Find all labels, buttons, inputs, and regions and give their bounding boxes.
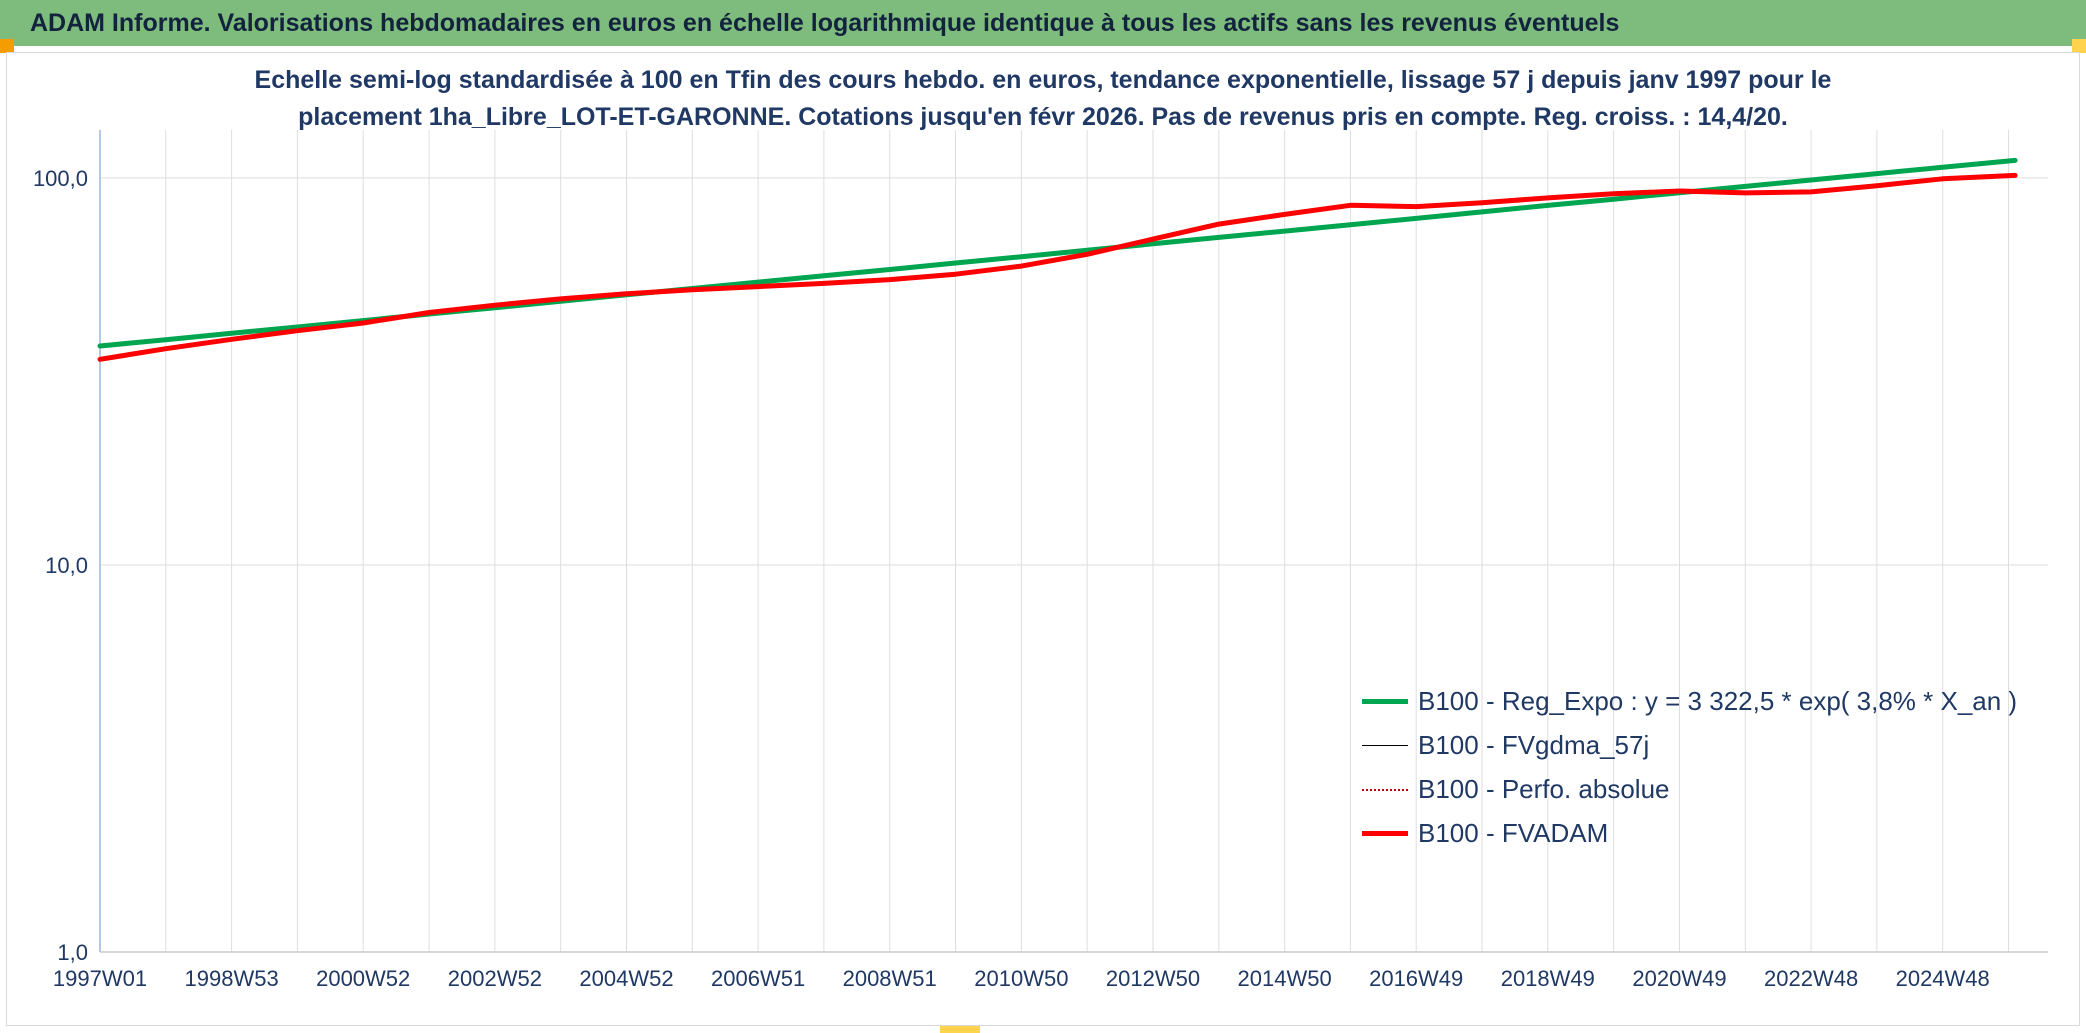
legend-label-0: B100 - Reg_Expo : y = 3 322,5 * exp( 3,8… <box>1418 686 2018 716</box>
x-tick-label: 2010W50 <box>974 966 1068 991</box>
legend-line-sample-1 <box>1362 744 1408 747</box>
legend-label-3: B100 - FVADAM <box>1418 818 1609 848</box>
accent-marker-top-left <box>0 39 14 53</box>
chart-frame <box>6 52 2080 1026</box>
y-tick-label: 100,0 <box>33 166 88 191</box>
legend-line-sample-3 <box>1362 831 1408 836</box>
legend-item-0: B100 - Reg_Expo : y = 3 322,5 * exp( 3,8… <box>1362 686 2017 717</box>
x-tick-label: 1997W01 <box>53 966 147 991</box>
series-line-2 <box>99 174 2016 361</box>
legend-item-2: B100 - Perfo. absolue <box>1362 774 2017 805</box>
accent-marker-top-right <box>2072 39 2086 53</box>
x-tick-label: 2004W52 <box>579 966 673 991</box>
x-tick-label: 2002W52 <box>448 966 542 991</box>
legend-line-sample-2 <box>1362 788 1408 791</box>
x-tick-label: 2014W50 <box>1238 966 1332 991</box>
legend-label-2: B100 - Perfo. absolue <box>1418 774 1670 804</box>
chart-title-block: Echelle semi-log standardisée à 100 en T… <box>0 62 2086 136</box>
y-tick-label: 10,0 <box>45 553 88 578</box>
x-tick-label: 2000W52 <box>316 966 410 991</box>
x-tick-label: 2018W49 <box>1501 966 1595 991</box>
x-tick-label: 2008W51 <box>843 966 937 991</box>
x-tick-label: 2006W51 <box>711 966 805 991</box>
chart-title-line-1: Echelle semi-log standardisée à 100 en T… <box>254 66 1832 94</box>
y-tick-label: 1,0 <box>57 940 88 965</box>
x-tick-label: 2012W50 <box>1106 966 1200 991</box>
chart-title-line-2: placement 1ha_Libre_LOT-ET-GARONNE. Cota… <box>298 103 1788 131</box>
legend-line-sample-0 <box>1362 699 1408 704</box>
legend-item-3: B100 - FVADAM <box>1362 818 2017 849</box>
report-header-bar: ADAM Informe. Valorisations hebdomadaire… <box>0 0 2086 46</box>
x-tick-label: 2022W48 <box>1764 966 1858 991</box>
x-tick-label: 2016W49 <box>1369 966 1463 991</box>
legend-label-1: B100 - FVgdma_57j <box>1418 730 1650 760</box>
series-line-1 <box>99 174 2016 361</box>
x-tick-label: 2020W49 <box>1632 966 1726 991</box>
series-line-3 <box>97 172 2018 362</box>
legend: B100 - Reg_Expo : y = 3 322,5 * exp( 3,8… <box>1362 686 2017 849</box>
accent-marker-bottom-center <box>940 1026 980 1033</box>
x-tick-label: 1998W53 <box>185 966 279 991</box>
report-title: ADAM Informe. Valorisations hebdomadaire… <box>30 9 1620 37</box>
x-tick-label: 2024W48 <box>1896 966 1990 991</box>
legend-item-1: B100 - FVgdma_57j <box>1362 730 2017 761</box>
